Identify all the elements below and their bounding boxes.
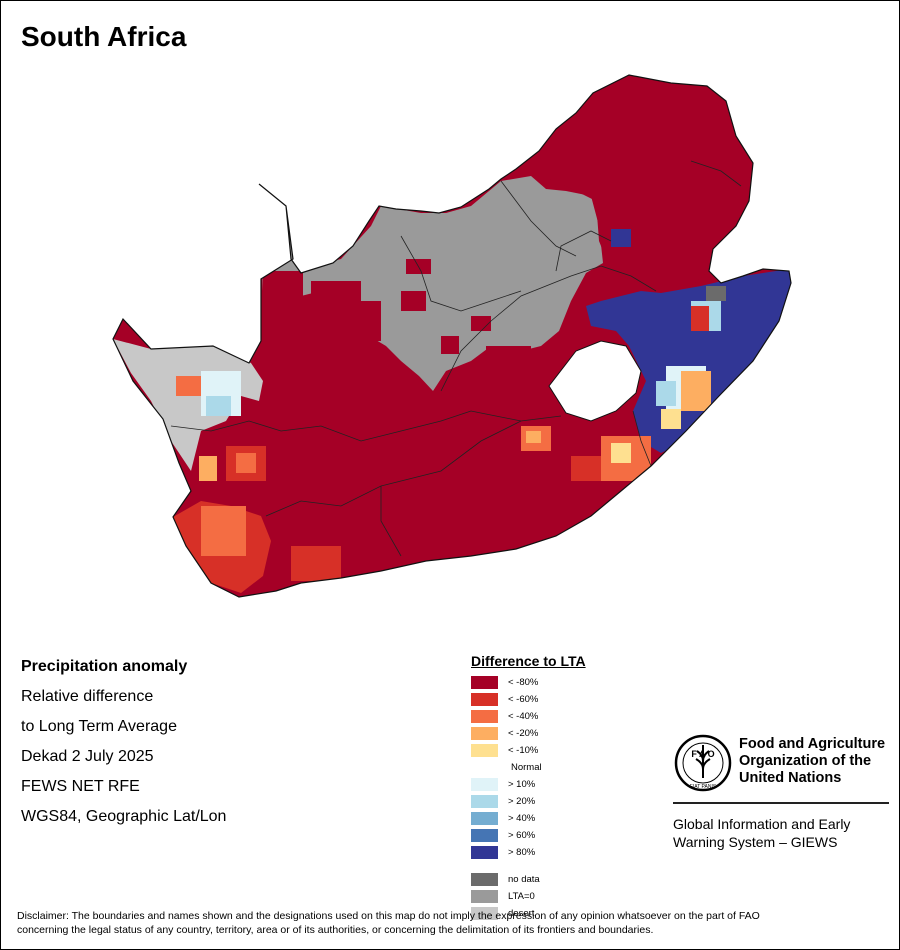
dry-patch-east bbox=[706, 286, 726, 301]
legend-item: desert bbox=[471, 905, 586, 922]
legend-swatch bbox=[471, 744, 498, 757]
legend-label: < -60% bbox=[508, 694, 539, 705]
legend-item: > 60% bbox=[471, 827, 586, 844]
legend-item: < -20% bbox=[471, 725, 586, 742]
dry-patch bbox=[263, 271, 303, 301]
map-info: Precipitation anomaly Relative differenc… bbox=[21, 657, 226, 837]
legend-swatch bbox=[471, 907, 498, 920]
wet-patch bbox=[611, 229, 631, 247]
northeast-dry-region bbox=[541, 75, 753, 291]
northwest-dry-patch bbox=[199, 456, 217, 481]
moderate-dry-patch bbox=[611, 443, 631, 463]
legend-swatch bbox=[471, 890, 498, 903]
legend-label: > 60% bbox=[508, 830, 536, 841]
dry-patch-east bbox=[681, 371, 711, 411]
legend-swatch bbox=[471, 829, 498, 842]
lta-zero-region-north bbox=[259, 176, 603, 391]
province-boundaries bbox=[170, 160, 742, 557]
dry-patch bbox=[401, 291, 426, 311]
legend-item: LTA=0 bbox=[471, 888, 586, 905]
western-cape-patch bbox=[236, 453, 256, 473]
info-period: Dekad 2 July 2025 bbox=[21, 748, 154, 765]
svg-text:FIAT PANIS: FIAT PANIS bbox=[690, 784, 717, 790]
lesotho-outline bbox=[548, 340, 642, 422]
legend-special-group: no data LTA=0 desert bbox=[471, 871, 586, 922]
info-line2: to Long Term Average bbox=[21, 718, 177, 735]
legend-item: < -40% bbox=[471, 708, 586, 725]
fao-divider bbox=[673, 802, 889, 804]
country-outline bbox=[112, 74, 792, 598]
dry-patch bbox=[486, 346, 531, 371]
moderate-dry-patch bbox=[571, 456, 601, 481]
moderate-dry-patch bbox=[526, 431, 541, 443]
svg-text:F A O: F A O bbox=[691, 749, 714, 759]
dry-patch bbox=[441, 336, 459, 354]
fao-organization-name: Food and Agriculture Organization of the… bbox=[739, 736, 886, 786]
legend-swatch bbox=[471, 846, 498, 859]
legend-swatch bbox=[471, 778, 498, 791]
legend-swatch bbox=[471, 727, 498, 740]
info-line1: Relative difference bbox=[21, 688, 154, 705]
legend-label: desert bbox=[508, 908, 535, 919]
giews-system-name: Global Information and Early Warning Sys… bbox=[673, 816, 851, 850]
legend-label: > 10% bbox=[508, 779, 536, 790]
lesotho bbox=[549, 341, 641, 421]
legend-item: > 40% bbox=[471, 810, 586, 827]
wet-patch-light bbox=[656, 381, 676, 406]
legend-label: > 40% bbox=[508, 813, 536, 824]
legend-swatch bbox=[471, 795, 498, 808]
dry-patch-east bbox=[661, 409, 681, 429]
map-title: South Africa bbox=[21, 21, 187, 52]
western-cape-patch bbox=[201, 506, 246, 556]
legend-label: > 80% bbox=[508, 847, 536, 858]
legend-label: LTA=0 bbox=[508, 891, 535, 902]
northwest-wet-patch bbox=[206, 396, 231, 416]
northwest-dry-patch bbox=[176, 376, 201, 396]
legend-label: no data bbox=[508, 874, 540, 885]
dry-patch-east bbox=[691, 306, 709, 331]
legend-item: < -80% bbox=[471, 674, 586, 691]
legend-item: < -10% bbox=[471, 742, 586, 759]
disclaimer: Disclaimer: The boundaries and names sho… bbox=[17, 910, 760, 936]
fao-logo: F A O FIAT PANIS bbox=[674, 734, 732, 792]
legend-normal-label: Normal bbox=[511, 762, 542, 773]
legend-swatch bbox=[471, 812, 498, 825]
legend-label: < -10% bbox=[508, 745, 539, 756]
legend-swatch bbox=[471, 710, 498, 723]
dry-patch bbox=[341, 346, 361, 376]
legend-item: > 20% bbox=[471, 793, 586, 810]
legend: Difference to LTA < -80% < -60% < -40% < -2… bbox=[471, 653, 586, 922]
legend-item: > 80% bbox=[471, 844, 586, 861]
legend-dry-group: < -80% < -60% < -40% < -20% < -10% bbox=[471, 674, 586, 759]
legend-swatch bbox=[471, 873, 498, 886]
legend-item: > 10% bbox=[471, 776, 586, 793]
legend-label: > 20% bbox=[508, 796, 536, 807]
legend-swatch bbox=[471, 676, 498, 689]
info-heading: Precipitation anomaly bbox=[21, 658, 188, 675]
info-dataset: FEWS NET RFE bbox=[21, 778, 140, 795]
legend-label: < -40% bbox=[508, 711, 539, 722]
info-projection: WGS84, Geographic Lat/Lon bbox=[21, 808, 227, 825]
dry-patch bbox=[351, 301, 381, 341]
western-cape-patch bbox=[291, 546, 341, 581]
legend-title: Difference to LTA bbox=[471, 653, 586, 669]
legend-swatch bbox=[471, 693, 498, 706]
legend-label: < -80% bbox=[508, 677, 539, 688]
wet-region-east bbox=[586, 269, 791, 453]
dry-patch bbox=[471, 316, 491, 331]
legend-item: < -60% bbox=[471, 691, 586, 708]
legend-label: < -20% bbox=[508, 728, 539, 739]
legend-item: no data bbox=[471, 871, 586, 888]
legend-wet-group: > 10% > 20% > 40% > 60% > 80% bbox=[471, 776, 586, 861]
